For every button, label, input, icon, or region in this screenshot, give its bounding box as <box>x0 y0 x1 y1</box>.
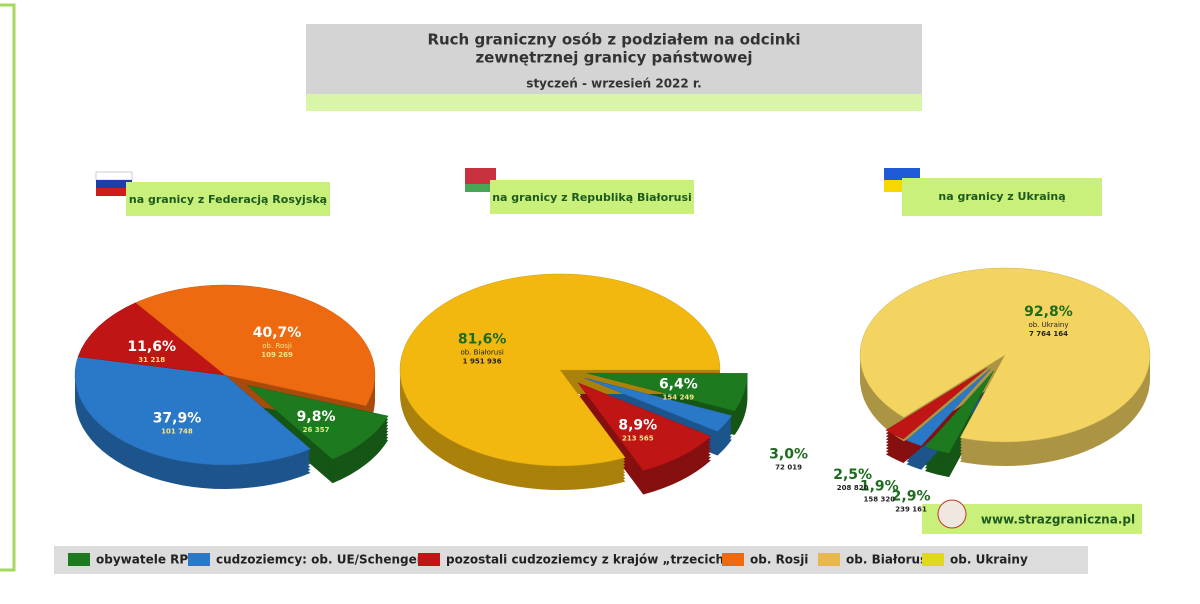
legend-swatch <box>922 553 944 566</box>
slice <box>247 385 389 460</box>
legend-swatch <box>418 553 440 566</box>
value-label: 40,7% <box>253 325 302 341</box>
chart-title-box <box>902 178 1102 216</box>
chart-title-box <box>126 182 330 216</box>
logo <box>937 499 967 529</box>
slice <box>885 367 988 440</box>
title: zewnętrznej granicy państwowej <box>475 49 752 67</box>
count-label: 72 019 <box>775 463 802 471</box>
slice <box>74 356 311 466</box>
flag-belarus <box>460 168 496 192</box>
count-label: 1 951 936 <box>463 358 502 366</box>
subtitle: styczeń - wrzesień 2022 r. <box>526 77 701 91</box>
value-label: 92,8% <box>1024 304 1073 320</box>
value-label: 1,9% <box>860 478 899 494</box>
chart-title: na granicy z Federacją Rosyjską <box>129 193 327 206</box>
value-label: 81,6% <box>458 332 507 348</box>
chart-title: na granicy z Republiką Białorusi <box>492 191 692 204</box>
count-label: 109 269 <box>261 351 293 359</box>
title-box <box>306 24 922 94</box>
slice <box>135 284 376 407</box>
value-label: 11,6% <box>127 339 176 355</box>
legend-box <box>54 546 1088 574</box>
count-label: 154 249 <box>663 393 695 401</box>
chart-title-box <box>490 180 694 214</box>
slice <box>859 267 1151 443</box>
count-label: 101 748 <box>161 428 193 436</box>
slice <box>577 382 712 471</box>
legend-label: obywatele RP <box>96 553 188 567</box>
slice-note: ob. Ukrainy <box>1028 321 1068 329</box>
value-label: 37,9% <box>153 411 202 427</box>
count-label: 31 218 <box>138 356 165 364</box>
flag-russia <box>95 171 133 196</box>
legend-swatch <box>68 553 90 566</box>
count-label: 208 820 <box>837 484 869 492</box>
value-label: 2,5% <box>833 467 872 483</box>
count-label: 26 357 <box>303 426 330 434</box>
title: Ruch graniczny osób z podziałem na odcin… <box>427 31 800 49</box>
slice <box>77 302 226 376</box>
frame <box>0 3 16 572</box>
title-strip <box>306 94 922 111</box>
legend-label: ob. Ukrainy <box>950 553 1028 567</box>
slice <box>584 377 733 432</box>
count-label: 213 565 <box>622 434 654 442</box>
slice <box>399 273 721 467</box>
legend-label: pozostali cudzoziemcy z krajów „trzecich… <box>446 553 732 567</box>
value-label: 6,4% <box>659 376 698 392</box>
legend-swatch <box>818 553 840 566</box>
legend-swatch <box>188 553 210 566</box>
chart-title: na granicy z Ukrainą <box>938 190 1065 203</box>
count-label: 7 764 164 <box>1029 330 1068 338</box>
legend-label: cudzoziemcy: ob. UE/Schengen <box>216 553 425 567</box>
slice-note: ob. Białorusi <box>460 349 503 357</box>
value-label: 9,8% <box>297 409 336 425</box>
legend-label: ob. Białorusi <box>846 553 931 567</box>
value-label: 2,9% <box>892 488 931 504</box>
slice <box>924 370 995 454</box>
website: www.strazgraniczna.pl <box>981 513 1135 527</box>
slice <box>906 369 991 447</box>
count-label: 158 320 <box>863 495 895 503</box>
value-label: 8,9% <box>618 417 657 433</box>
slice-note: ob. Rosji <box>262 342 292 350</box>
legend-swatch <box>722 553 744 566</box>
count-label: 239 161 <box>895 505 927 513</box>
value-label: 3,0% <box>769 446 808 462</box>
legend: obywatele RP cudzoziemcy: ob. UE/Schengen… <box>68 553 1028 567</box>
legend-label: ob. Rosji <box>750 553 808 567</box>
slice <box>587 373 748 412</box>
